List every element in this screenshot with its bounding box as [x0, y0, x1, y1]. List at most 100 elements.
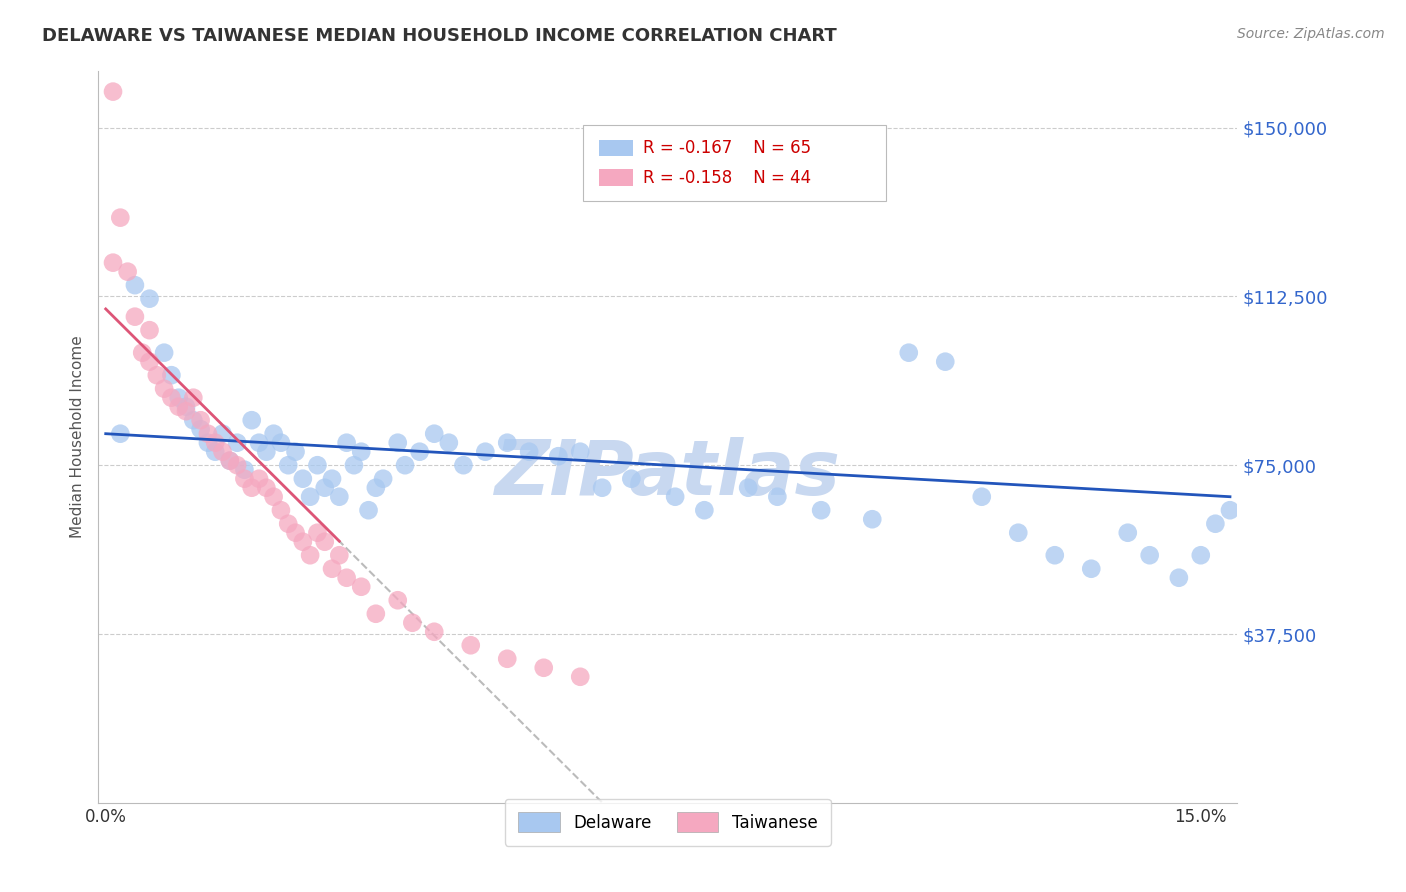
- Point: [453, 458, 475, 473]
- Point: [197, 435, 219, 450]
- Point: [204, 435, 226, 450]
- Point: [569, 670, 592, 684]
- Point: [146, 368, 169, 383]
- Point: [284, 444, 307, 458]
- Point: [693, 503, 716, 517]
- Point: [291, 472, 314, 486]
- Point: [138, 354, 160, 368]
- Point: [364, 607, 387, 621]
- Point: [183, 413, 205, 427]
- Point: [547, 449, 569, 463]
- Point: [1189, 548, 1212, 562]
- Point: [387, 435, 409, 450]
- Point: [496, 652, 519, 666]
- Point: [371, 472, 394, 486]
- Point: [766, 490, 789, 504]
- Text: ZIPatlas: ZIPatlas: [495, 437, 841, 510]
- Point: [277, 516, 299, 531]
- Point: [394, 458, 416, 473]
- Point: [138, 323, 160, 337]
- Point: [897, 345, 920, 359]
- Point: [1139, 548, 1161, 562]
- Point: [190, 422, 212, 436]
- Point: [218, 453, 240, 467]
- Point: [197, 426, 219, 441]
- Point: [408, 444, 430, 458]
- Point: [1007, 525, 1029, 540]
- Point: [270, 435, 292, 450]
- Point: [124, 278, 146, 293]
- Point: [110, 426, 132, 441]
- Point: [124, 310, 146, 324]
- Text: R = -0.167    N = 65: R = -0.167 N = 65: [643, 139, 811, 157]
- Point: [336, 571, 359, 585]
- Point: [336, 435, 359, 450]
- Point: [737, 481, 759, 495]
- Point: [277, 458, 299, 473]
- Point: [810, 503, 832, 517]
- Point: [343, 458, 366, 473]
- Point: [174, 404, 197, 418]
- Point: [321, 472, 343, 486]
- Point: [291, 534, 314, 549]
- Point: [314, 534, 336, 549]
- Point: [204, 444, 226, 458]
- Point: [1080, 562, 1102, 576]
- Point: [190, 413, 212, 427]
- Point: [153, 382, 176, 396]
- Text: R = -0.158    N = 44: R = -0.158 N = 44: [643, 169, 811, 186]
- Point: [226, 435, 249, 450]
- Point: [423, 624, 446, 639]
- Point: [328, 548, 350, 562]
- Point: [970, 490, 993, 504]
- Point: [321, 562, 343, 576]
- Point: [233, 472, 256, 486]
- Point: [160, 391, 183, 405]
- Point: [1219, 503, 1241, 517]
- Text: Source: ZipAtlas.com: Source: ZipAtlas.com: [1237, 27, 1385, 41]
- Point: [1204, 516, 1226, 531]
- Point: [218, 453, 240, 467]
- Point: [240, 413, 263, 427]
- Point: [240, 481, 263, 495]
- Point: [174, 400, 197, 414]
- Point: [934, 354, 956, 368]
- Point: [299, 490, 322, 504]
- Point: [591, 481, 613, 495]
- Point: [314, 481, 336, 495]
- Y-axis label: Median Household Income: Median Household Income: [69, 335, 84, 539]
- Point: [138, 292, 160, 306]
- Point: [350, 580, 373, 594]
- Point: [1167, 571, 1189, 585]
- Point: [117, 265, 139, 279]
- Point: [1116, 525, 1139, 540]
- Point: [284, 525, 307, 540]
- Point: [569, 444, 592, 458]
- Point: [101, 85, 124, 99]
- Point: [496, 435, 519, 450]
- Point: [160, 368, 183, 383]
- Point: [233, 463, 256, 477]
- Point: [401, 615, 423, 630]
- Point: [307, 458, 329, 473]
- Point: [211, 426, 233, 441]
- Point: [664, 490, 686, 504]
- Point: [307, 525, 329, 540]
- Point: [423, 426, 446, 441]
- Point: [131, 345, 153, 359]
- Point: [620, 472, 643, 486]
- Point: [860, 512, 883, 526]
- Point: [211, 444, 233, 458]
- Point: [270, 503, 292, 517]
- Point: [437, 435, 460, 450]
- Point: [110, 211, 132, 225]
- Point: [357, 503, 380, 517]
- Text: DELAWARE VS TAIWANESE MEDIAN HOUSEHOLD INCOME CORRELATION CHART: DELAWARE VS TAIWANESE MEDIAN HOUSEHOLD I…: [42, 27, 837, 45]
- Point: [533, 661, 555, 675]
- Point: [153, 345, 176, 359]
- Point: [263, 426, 285, 441]
- Legend: Delaware, Taiwanese: Delaware, Taiwanese: [505, 798, 831, 846]
- Point: [226, 458, 249, 473]
- Point: [350, 444, 373, 458]
- Point: [364, 481, 387, 495]
